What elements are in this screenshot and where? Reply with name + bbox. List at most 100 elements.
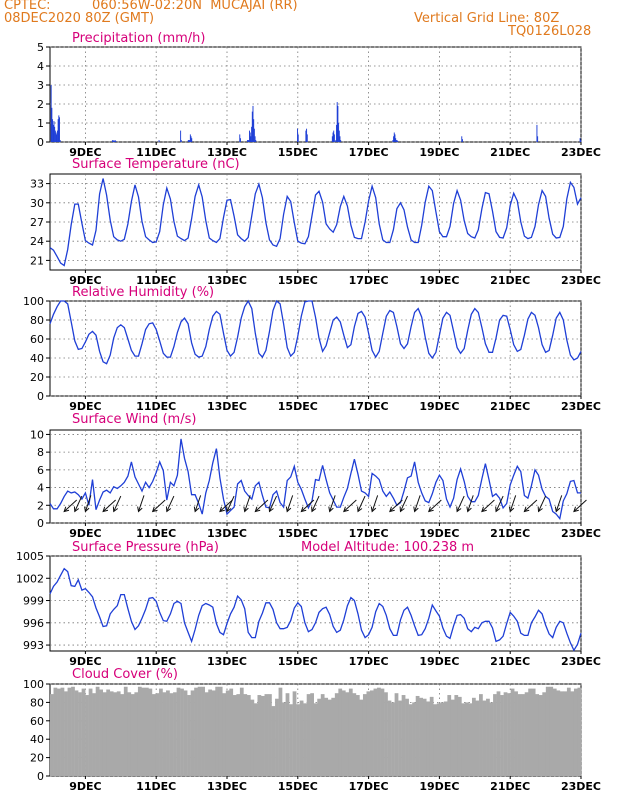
cloud-bar [514,691,518,776]
precip-bar [336,102,338,142]
cloud-bar [85,695,89,776]
precip-bar [335,140,337,142]
cloud-bar [278,687,283,776]
cloud-bar [102,692,107,776]
x-tick-label: 9DEC [69,400,101,413]
wind-vector-arrow [73,495,83,513]
header-source: CPTEC: [4,0,51,13]
x-tick-label: 17DEC [349,527,389,540]
cloud-bar [268,694,272,776]
cloud-bar [155,693,160,776]
cloud-bar [394,693,399,776]
cloud-bar [405,698,409,776]
cloud-bar [570,691,575,776]
cloud-bar [229,688,234,776]
precip-bar [187,140,189,142]
precip-bar [537,136,539,142]
wind-vector-arrow [554,495,563,513]
panel-title: Surface Pressure (hPa) [72,540,219,555]
precip-bar [114,140,116,142]
wind-vector-arrow [63,499,78,513]
precip-bar [53,121,55,142]
cloud-bar [159,688,163,776]
cloud-bar [507,693,511,776]
cloud-bar [215,686,220,776]
precip-bar [333,130,335,142]
y-tick-label: 8 [37,446,44,459]
precip-bar [254,136,256,142]
cloud-bar [419,697,424,776]
x-tick-label: 15DEC [278,780,318,793]
precip-bar [392,140,394,142]
y-tick-label: 3 [37,79,44,92]
cloud-bar [331,697,336,776]
y-tick-label: 100 [23,295,44,308]
cloud-bar [306,694,311,776]
wind-vector-arrow [456,495,465,513]
wind-vector-arrow [300,499,315,513]
cloud-bar [116,691,121,776]
cloud-bar [67,687,72,776]
x-tick-label: 9DEC [69,655,101,668]
x-tick-label: 15DEC [278,527,318,540]
cloud-bar [486,698,490,776]
precip-bar [54,130,56,142]
x-tick-label: 19DEC [419,655,459,668]
precip-bar [247,140,249,142]
x-tick-label: 23DEC [561,274,601,287]
precip-bar [252,105,254,142]
cloud-bar [78,692,82,776]
cloud-bar [120,694,125,776]
cloud-bar [408,704,413,776]
wind-vector-arrow [481,499,495,513]
precip-bar [180,130,182,142]
cloud-bar [183,690,188,776]
cloud-bar [461,703,466,776]
cloud-bar [81,688,86,776]
cloud-bar [577,687,582,776]
wind-vector-arrow [311,495,320,513]
wind-vector-arrow [285,495,294,513]
cloud-bar [180,688,184,776]
precip-bar [337,105,339,142]
x-tick-label: 19DEC [419,780,459,793]
panel-frame [49,555,582,652]
cloud-bar [74,690,79,776]
precip-bar [395,138,397,142]
cloud-bar [50,694,54,776]
precip-bar [461,139,463,142]
cloud-bar [352,693,357,776]
precip-bar [393,132,395,142]
cloud-bar [176,687,181,776]
cloud-bar [545,686,550,776]
cloud-bar [528,688,533,776]
y-tick-label: 100 [23,678,44,691]
cloud-bar [60,687,65,776]
precip-bar [336,124,337,142]
cloud-bar [345,692,350,776]
x-tick-label: 23DEC [561,527,601,540]
precip-bar [180,140,182,142]
x-tick-label: 15DEC [278,400,318,413]
x-tick-label: 11DEC [136,146,176,159]
x-tick-label: 13DEC [207,527,247,540]
wind-vector-arrow [254,499,269,513]
cloud-bar [236,694,241,776]
wind-vector-arrow [389,499,403,513]
cloud-bar [204,692,209,776]
cloud-bar [563,691,568,776]
cloud-bar [348,688,353,776]
cloud-bar [566,687,571,776]
cloud-bar [324,697,329,776]
cloud-bar [510,688,515,776]
cloud-bar [57,688,61,776]
cloud-bar [232,695,237,776]
y-tick-label: 27 [30,216,44,229]
cloud-bar [197,686,202,776]
x-tick-label: 15DEC [278,274,318,287]
cloud-bar [479,694,483,776]
x-tick-label: 17DEC [349,274,389,287]
cloud-bar [275,698,279,776]
cloud-bar [313,703,318,776]
precip-bar [54,126,56,142]
